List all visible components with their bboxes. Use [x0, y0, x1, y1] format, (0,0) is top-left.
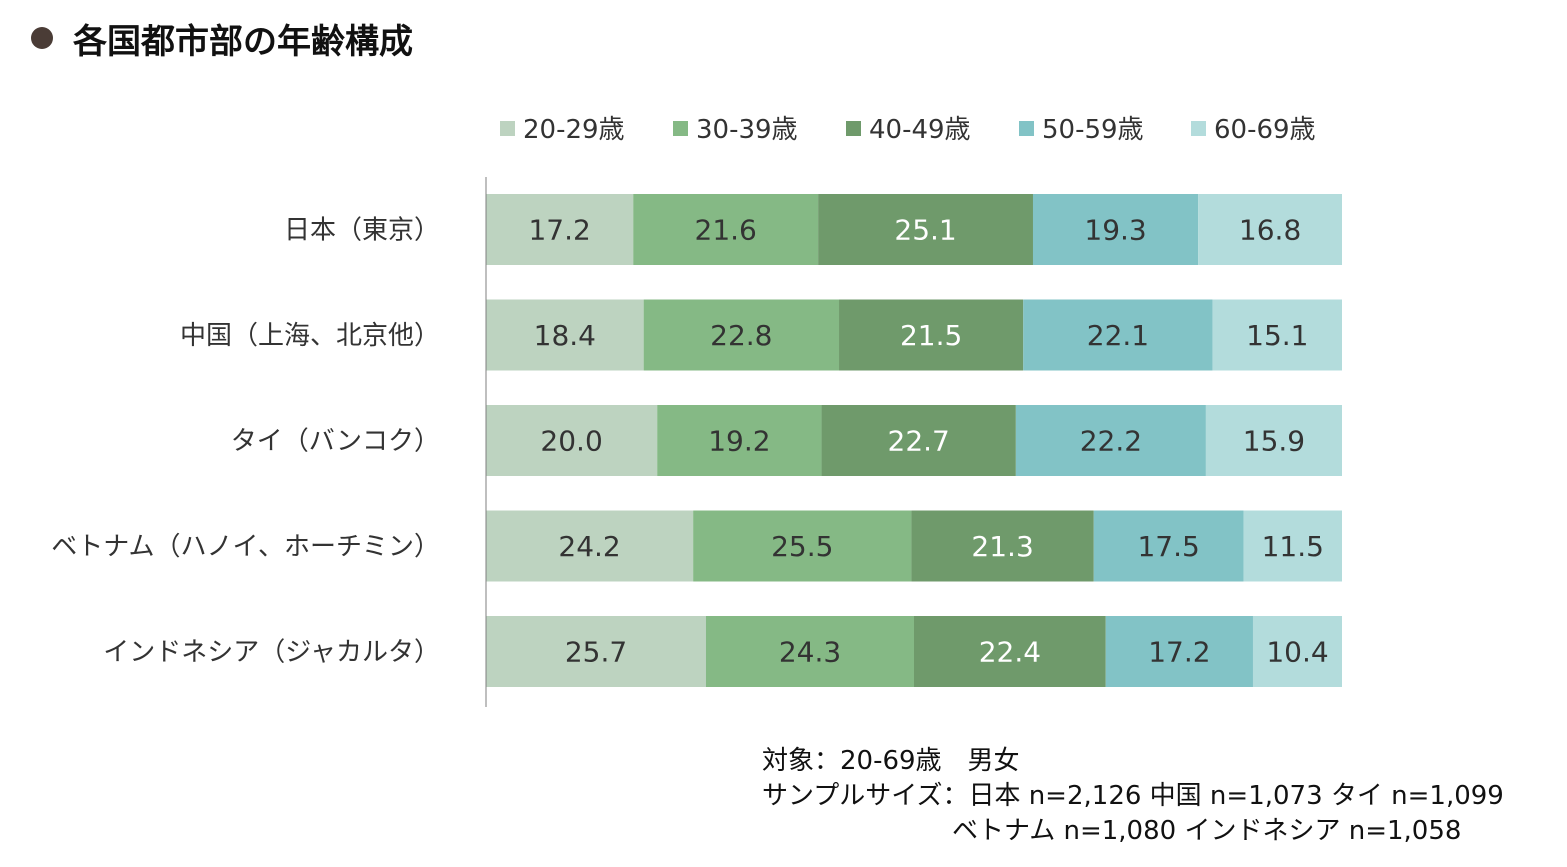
legend-swatch-4: [1019, 121, 1034, 136]
category-label-2: 中国（上海、北京他）: [180, 321, 440, 351]
bar-segment-5-2: [705, 616, 914, 687]
bar-segment-5-1: [486, 616, 706, 687]
note-sample-size: サンプルサイズ：日本 n=2,126 中国 n=1,073 タイ n=1,099: [762, 781, 1504, 811]
data-label-3-5: 15.9: [1243, 425, 1305, 458]
legend-swatch-5: [1191, 121, 1206, 136]
bar-segment-3-5: [1205, 405, 1342, 476]
legend-swatch-2: [673, 121, 688, 136]
legend-label-1: 20-29歳: [523, 115, 625, 145]
bar-segment-2-5: [1212, 299, 1342, 371]
bar-segment-3-3: [821, 405, 1016, 476]
category-label-4: ベトナム（ハノイ、ホーチミン）: [51, 532, 440, 562]
legend: 20-29歳 30-39歳 40-49歳 50-59歳 60-69歳: [500, 115, 1316, 145]
bar-segment-4-4: [1093, 510, 1244, 582]
bar-segment-5-3: [914, 616, 1106, 687]
data-label-2-3: 21.5: [900, 319, 962, 352]
data-label-4-2: 25.5: [771, 530, 833, 563]
bar-segment-5-4: [1105, 616, 1253, 687]
category-labels: 日本（東京） 中国（上海、北京他） タイ（バンコク） ベトナム（ハノイ、ホーチミン） イ…: [51, 216, 440, 668]
data-label-2-2: 22.8: [710, 319, 772, 352]
data-label-4-4: 17.5: [1137, 530, 1199, 563]
data-label-5-1: 25.7: [565, 636, 627, 669]
data-label-2-5: 15.1: [1246, 319, 1308, 352]
note-sample-size-cont: ベトナム n=1,080 インドネシア n=1,058: [952, 816, 1462, 846]
bar-segment-1-1: [486, 194, 634, 265]
category-label-1: 日本（東京）: [284, 216, 440, 246]
data-label-5-4: 17.2: [1148, 636, 1210, 669]
chart-title: 各国都市部の年齢構成: [73, 22, 413, 62]
legend-label-3: 40-49歳: [869, 115, 971, 145]
data-label-1-4: 19.3: [1084, 214, 1146, 247]
title-bullet: [31, 27, 53, 49]
bar-segment-5-5: [1252, 616, 1342, 687]
data-label-5-5: 10.4: [1266, 636, 1328, 669]
data-label-4-1: 24.2: [558, 530, 620, 563]
bars: 17.2 21.6 25.1 19.3 16.8 18.4 22.8 21.5 22.1 15.1…: [486, 194, 1342, 687]
bar-segment-1-3: [818, 194, 1033, 265]
note-target: 対象：20-69歳 男女: [762, 746, 1020, 776]
data-label-1-1: 17.2: [528, 214, 590, 247]
bar-segment-4-1: [486, 510, 694, 582]
data-label-3-2: 19.2: [708, 425, 770, 458]
category-label-5: インドネシア（ジャカルタ）: [103, 638, 440, 668]
legend-label-2: 30-39歳: [696, 115, 798, 145]
bar-segment-2-3: [839, 299, 1024, 371]
data-label-1-5: 16.8: [1239, 214, 1301, 247]
bar-segment-1-2: [633, 194, 819, 265]
legend-swatch-1: [500, 121, 515, 136]
data-label-3-3: 22.7: [888, 425, 950, 458]
data-label-5-2: 24.3: [779, 636, 841, 669]
bar-segment-2-2: [643, 299, 840, 371]
legend-label-4: 50-59歳: [1042, 115, 1144, 145]
data-label-4-5: 11.5: [1262, 530, 1324, 563]
bar-segment-3-4: [1015, 405, 1206, 476]
data-label-2-1: 18.4: [534, 319, 596, 352]
sample-notes: 対象：20-69歳 男女 サンプルサイズ：日本 n=2,126 中国 n=1,0…: [762, 744, 1504, 849]
category-label-3: タイ（バンコク）: [231, 427, 440, 457]
bar-segment-3-1: [486, 405, 658, 476]
bar-segment-2-4: [1023, 299, 1213, 371]
data-label-1-3: 25.1: [894, 214, 956, 247]
legend-label-5: 60-69歳: [1214, 115, 1316, 145]
data-label-4-3: 21.3: [971, 530, 1033, 563]
bar-segment-1-4: [1032, 194, 1199, 265]
data-label-3-4: 22.2: [1080, 425, 1142, 458]
data-label-1-2: 21.6: [695, 214, 757, 247]
data-label-3-1: 20.0: [540, 425, 602, 458]
bar-segment-4-3: [911, 510, 1094, 582]
bar-segment-4-5: [1243, 510, 1342, 582]
data-label-2-4: 22.1: [1087, 319, 1149, 352]
bar-segment-2-1: [486, 299, 644, 371]
bar-segment-4-2: [693, 510, 912, 582]
data-label-5-3: 22.4: [979, 636, 1041, 669]
legend-swatch-3: [846, 121, 861, 136]
bar-segment-3-2: [657, 405, 822, 476]
bar-segment-1-5: [1198, 194, 1342, 265]
